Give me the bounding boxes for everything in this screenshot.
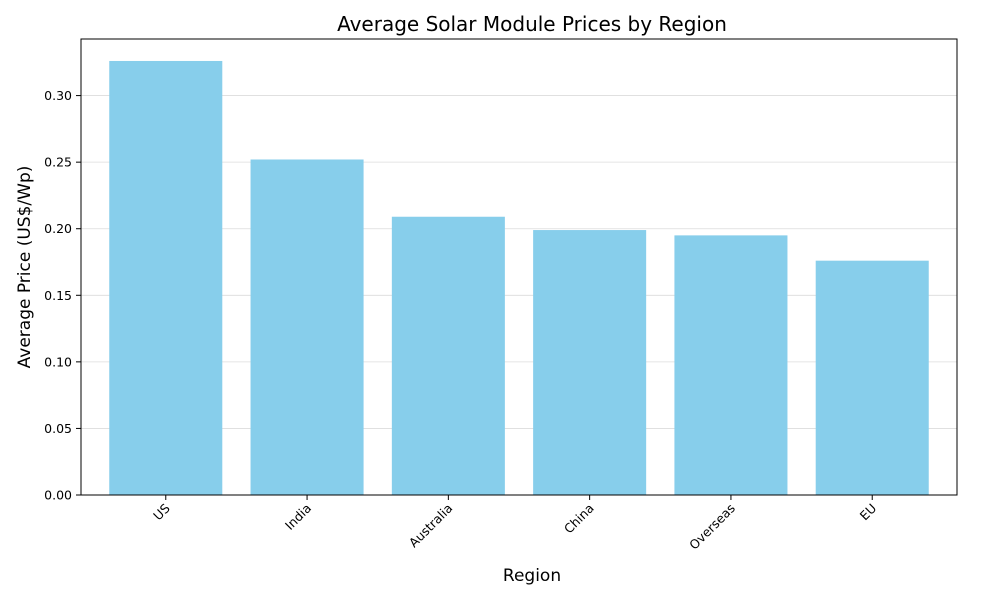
y-axis-label: Average Price (US$/Wp) bbox=[15, 166, 35, 369]
x-tick-label: India bbox=[282, 501, 314, 533]
x-axis-label: Region bbox=[503, 566, 561, 586]
chart-title: Average Solar Module Prices by Region bbox=[337, 12, 727, 36]
bar-china bbox=[533, 230, 647, 495]
y-tick-label: 0.15 bbox=[44, 288, 72, 303]
x-axis-ticks: US India Australia China Overseas EU bbox=[150, 495, 879, 552]
y-axis-ticks: 0.00 0.05 0.10 0.15 0.20 0.25 0.30 bbox=[44, 88, 81, 503]
x-tick-label: EU bbox=[857, 501, 880, 524]
y-tick-label: 0.05 bbox=[44, 421, 72, 436]
y-tick-label: 0.20 bbox=[44, 221, 72, 236]
gridlines bbox=[81, 95, 957, 429]
bar-us bbox=[109, 60, 223, 495]
bar-eu bbox=[815, 260, 929, 495]
y-tick-label: 0.00 bbox=[44, 488, 72, 503]
bar-overseas bbox=[674, 235, 788, 495]
x-tick-label: Australia bbox=[406, 501, 456, 551]
y-tick-label: 0.25 bbox=[44, 155, 72, 170]
bar-india bbox=[250, 159, 364, 495]
x-tick-label: US bbox=[150, 500, 173, 523]
bars bbox=[109, 60, 929, 495]
plot-frame bbox=[80, 38, 958, 496]
bar-australia bbox=[391, 216, 505, 495]
x-tick-label: China bbox=[561, 501, 597, 537]
x-tick-label: Overseas bbox=[686, 501, 738, 553]
y-tick-label: 0.10 bbox=[44, 354, 72, 369]
axes bbox=[80, 38, 958, 496]
y-tick-label: 0.30 bbox=[44, 88, 72, 103]
